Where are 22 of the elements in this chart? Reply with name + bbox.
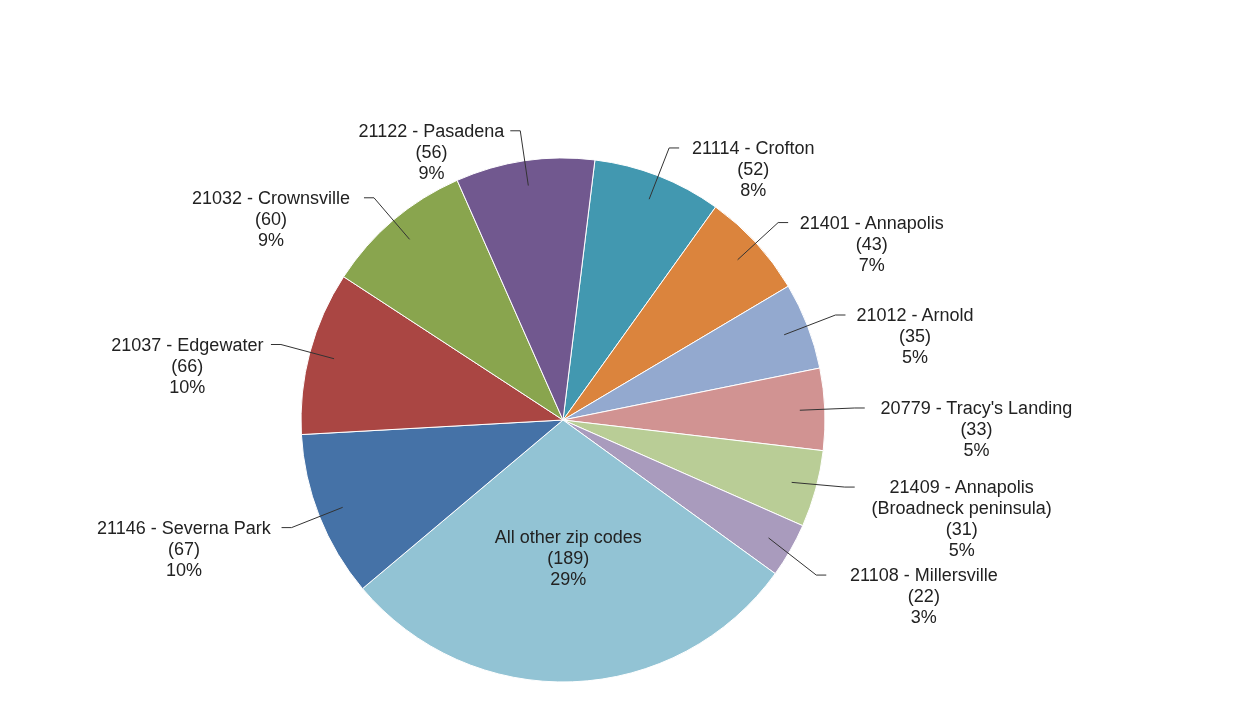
slice-label: 21012 - Arnold	[856, 305, 974, 326]
slice-label: 21114 - Crofton	[692, 137, 815, 158]
slice-label: 21409 - Annapolis (Broadneck peninsula)	[871, 477, 1052, 519]
data-label: (43) 7%	[855, 233, 888, 275]
slice-label: 21108 - Millersville	[850, 565, 998, 586]
slice-label: 21401 - Annapolis	[799, 212, 944, 233]
data-label: (22) 3%	[907, 586, 940, 628]
slice-label: 21146 - Severna Park	[97, 517, 272, 538]
slice-label: All other zip codes	[494, 527, 642, 547]
slice-label: 20779 - Tracy's Landing	[880, 397, 1073, 418]
data-label: (35) 5%	[898, 326, 931, 368]
data-label: (56) 9%	[415, 141, 448, 183]
data-label: (66) 10%	[169, 355, 206, 397]
data-label: (52) 8%	[737, 158, 770, 200]
data-label: (60) 9%	[255, 208, 288, 250]
data-label: (31) 5%	[945, 519, 978, 561]
data-label: (189) 29%	[547, 548, 590, 589]
slice-label: 21037 - Edgewater	[111, 334, 264, 355]
slice-label: 21122 - Pasadena	[358, 120, 506, 141]
slice-label: 21032 - Crownsville	[192, 187, 351, 208]
data-label: (33) 5%	[960, 418, 993, 460]
data-label: (67) 10%	[165, 538, 202, 580]
